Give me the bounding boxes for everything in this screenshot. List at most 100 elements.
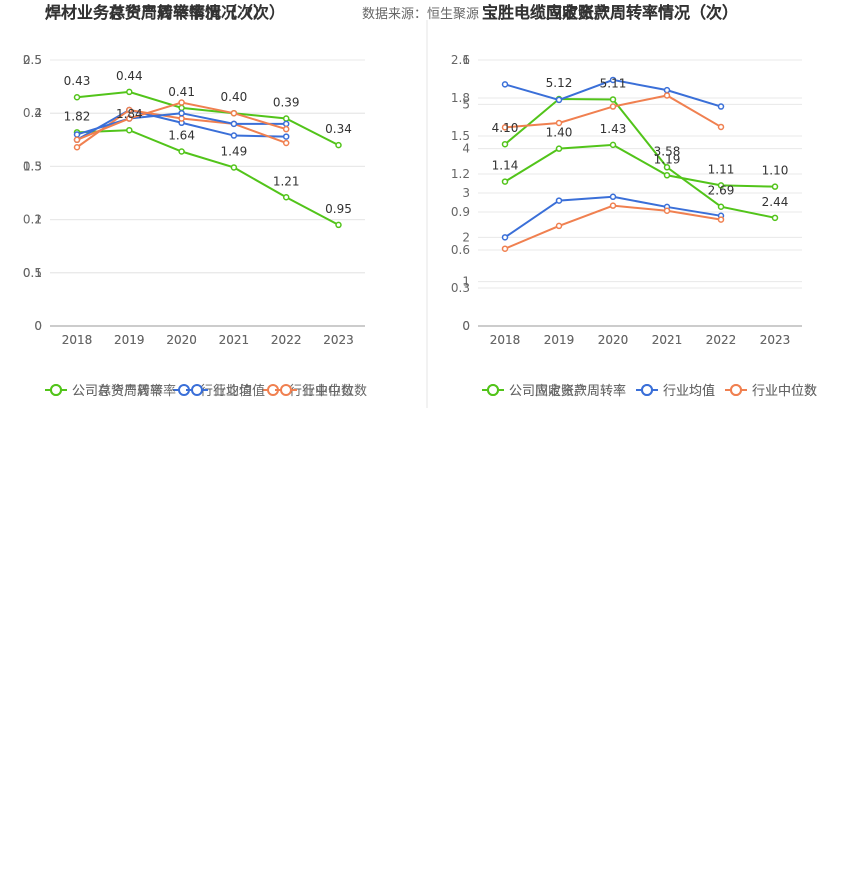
chart1-data-label: 5.12 bbox=[546, 76, 573, 90]
chart2-legend-label: 行业中位数 bbox=[302, 384, 367, 399]
chart3-data-point bbox=[609, 193, 617, 201]
chart0-ytick-label: 0.5 bbox=[23, 266, 42, 280]
chart3-data-label: 1.10 bbox=[762, 164, 789, 178]
chart2-data-label: 0.39 bbox=[273, 96, 300, 110]
chart3-ytick-label: 0.9 bbox=[451, 205, 470, 219]
chart1-data-point bbox=[501, 81, 509, 88]
chart1-data-point bbox=[717, 203, 725, 210]
chart0-xtick-label: 2023 bbox=[323, 333, 354, 347]
chart1-data-point bbox=[555, 119, 563, 127]
chart3-series-line bbox=[504, 143, 776, 188]
chart1-xtick-label: 2022 bbox=[706, 333, 737, 347]
chart3-data-point bbox=[501, 178, 509, 185]
chart0-ytick-label: 0 bbox=[34, 319, 42, 333]
chart3-data-point bbox=[717, 182, 725, 189]
chart0-data-label: 1.64 bbox=[168, 129, 195, 143]
chart1-data-point bbox=[663, 164, 671, 171]
chart2-legend-marker bbox=[280, 384, 292, 396]
chart0-data-point bbox=[282, 139, 290, 147]
chart1-data-point bbox=[609, 76, 617, 84]
chart3-xtick-label: 2023 bbox=[760, 333, 791, 347]
chart2-series-line bbox=[76, 90, 339, 147]
chart0-data-point bbox=[282, 194, 290, 201]
title-layer: 焊材业务存货周转率情况（次） 宝胜电缆固定资产周转率情况（次） 焊材业务总资产周转率… bbox=[45, 3, 738, 22]
chart2-title: 焊材业务总资产周转率情况（次） bbox=[45, 3, 285, 22]
chart2-legend-marker bbox=[191, 384, 203, 396]
chart3-data-point bbox=[501, 245, 509, 252]
chart2-xtick-label: 2021 bbox=[219, 333, 250, 347]
chart1-data-point bbox=[501, 124, 509, 131]
chart1-data-label: 5.11 bbox=[600, 76, 627, 90]
chart1-ytick-label: 1 bbox=[462, 275, 470, 289]
chart1-ytick-label: 5 bbox=[462, 97, 470, 111]
chart3-data-point bbox=[501, 234, 509, 241]
chart0-data-point bbox=[126, 126, 133, 134]
chart2-data-point bbox=[230, 120, 238, 128]
chart2-ytick-label: 0.2 bbox=[23, 213, 42, 227]
chart3-data-label: 1.14 bbox=[492, 159, 519, 173]
chart2-legend-label: 公司总资产周转率 bbox=[72, 383, 176, 399]
chart3-legend-label: 公司应收账款周转率 bbox=[509, 383, 626, 399]
chart3-title: 宝胜电缆应收账款周转率情况（次） bbox=[482, 3, 738, 22]
chart3-data-point bbox=[663, 172, 671, 179]
chart3-xtick-label: 2021 bbox=[652, 333, 683, 347]
chart1-ytick-label: 2 bbox=[462, 230, 470, 244]
chart0-xtick-label: 2022 bbox=[271, 333, 302, 347]
chart1-data-point bbox=[663, 92, 671, 99]
chart2-xtick-label: 2018 bbox=[62, 333, 93, 347]
chart3-legend-marker bbox=[641, 384, 653, 396]
chart0-data-label: 1.21 bbox=[273, 174, 300, 188]
chart3-ytick-label: 0.6 bbox=[451, 243, 470, 257]
chart1-data-point bbox=[663, 86, 671, 94]
chart0-xtick-label: 2019 bbox=[114, 333, 145, 347]
chart2-ytick-label: 0 bbox=[34, 319, 42, 333]
chart3-data-point bbox=[717, 216, 725, 223]
chart3-data-point bbox=[771, 183, 779, 190]
chart2-data-point bbox=[73, 136, 81, 144]
chart3-data-point bbox=[555, 222, 563, 230]
chart1-data-label: 3.58 bbox=[654, 144, 681, 158]
chart2-legend-marker bbox=[50, 384, 62, 396]
chart1-series-line bbox=[504, 98, 776, 219]
chart0-data-point bbox=[230, 132, 238, 139]
chart0-data-label: 0.95 bbox=[325, 202, 352, 216]
chart3-xtick-label: 2019 bbox=[544, 333, 575, 347]
chart3-data-point bbox=[555, 197, 563, 204]
chart1-legend-label: 公司固定资产周转率 bbox=[509, 383, 626, 399]
chart1-ytick-label: 4 bbox=[462, 142, 470, 156]
chart0-data-label: 1.49 bbox=[221, 144, 248, 158]
chart3-ytick-label: 0 bbox=[462, 319, 470, 333]
tick-layer: 0 0.5 1 1.5 2 2.5 2018 2019 2020 2021 2022 2023 0 1 2 3… bbox=[23, 53, 790, 347]
chart2-xtick-label: 2022 bbox=[271, 333, 302, 347]
chart0-ytick-label: 1 bbox=[34, 213, 42, 227]
chart1-data-label: 4.10 bbox=[492, 121, 519, 135]
source-text: 数据来源：恒生聚源 bbox=[362, 7, 479, 22]
chart2-data-point bbox=[282, 115, 290, 122]
chart0-ytick-label: 1.5 bbox=[23, 159, 42, 173]
chart2-ytick-label: 0.5 bbox=[23, 53, 42, 67]
chart0-data-point bbox=[178, 115, 185, 122]
chart1-data-point bbox=[501, 140, 509, 148]
chart2-data-label: 0.40 bbox=[221, 90, 248, 104]
chart2-ytick-label: 0.3 bbox=[23, 159, 42, 173]
chart2-data-point bbox=[178, 109, 185, 117]
chart2-data-point bbox=[178, 104, 185, 112]
chart3-data-label: 1.40 bbox=[546, 126, 573, 140]
chart3-ytick-label: 1.8 bbox=[451, 91, 470, 105]
chart3-data-label: 1.19 bbox=[654, 152, 681, 166]
chart1-xtick-label: 2021 bbox=[652, 333, 683, 347]
chart2-data-point bbox=[335, 141, 342, 149]
chart3-legend-marker bbox=[487, 384, 499, 396]
chart0-series-line bbox=[76, 129, 339, 226]
chart2-data-point bbox=[73, 131, 81, 138]
chart1-ytick-label: 3 bbox=[462, 186, 470, 200]
chart1-data-point bbox=[609, 103, 617, 110]
chart3-legend-marker bbox=[730, 384, 742, 396]
chart0-legend-label: 行业均值 bbox=[200, 383, 252, 399]
chart1-title: 宝胜电缆固定资产周转率情况（次） bbox=[482, 3, 738, 22]
label-layer: 1.82 1.841.641.491.210.954.105.12 5.113.58… bbox=[64, 69, 789, 216]
chart2-data-label: 0.44 bbox=[116, 69, 143, 83]
chart0-data-point bbox=[126, 106, 133, 114]
chart3-data-label: 1.11 bbox=[708, 162, 735, 176]
chart2-data-label: 0.43 bbox=[64, 74, 91, 88]
